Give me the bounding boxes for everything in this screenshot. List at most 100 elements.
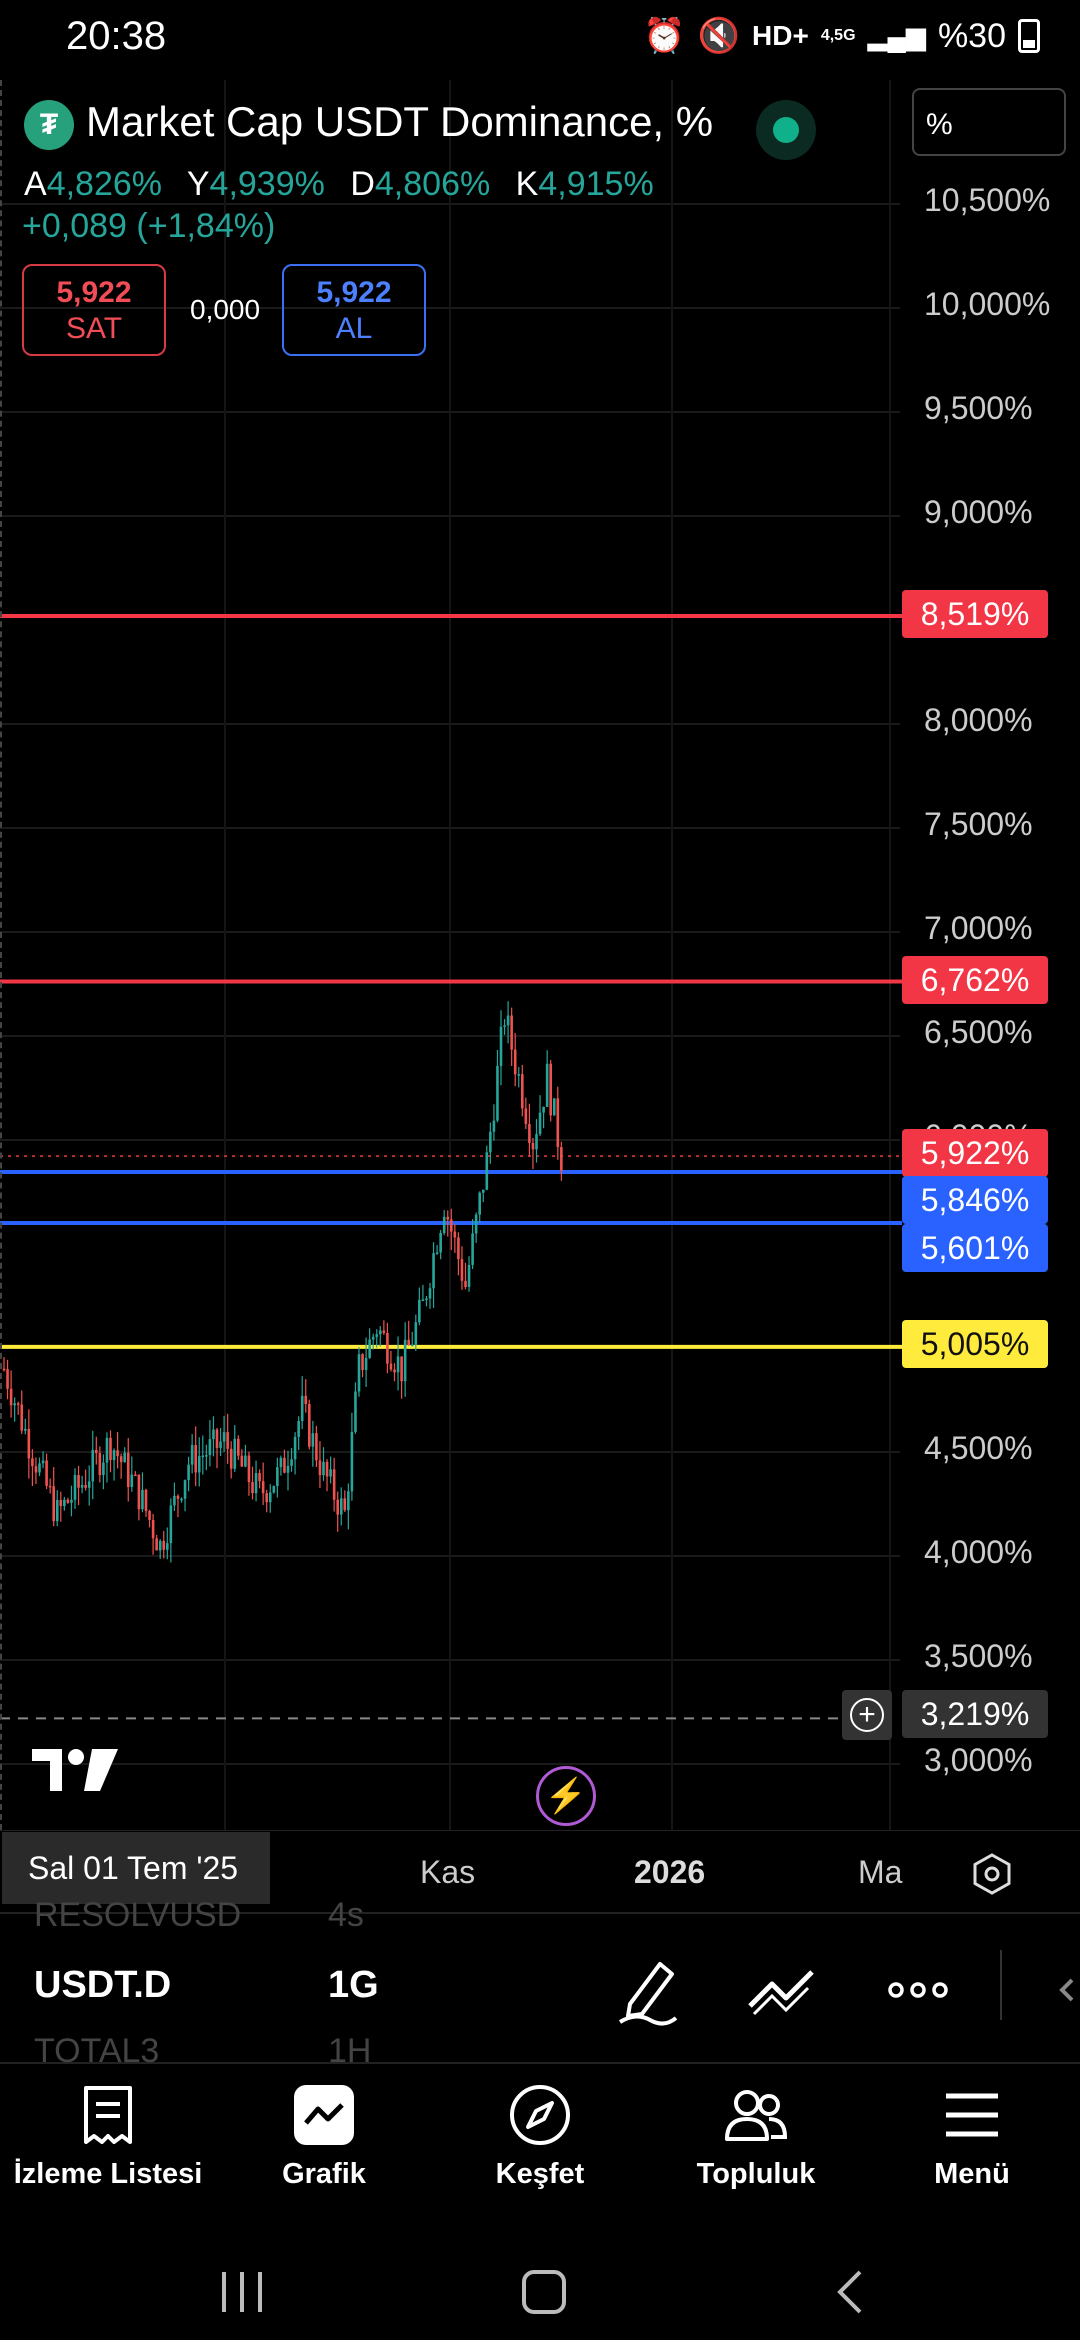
home-icon[interactable] — [522, 2270, 566, 2314]
candle-body — [194, 1445, 197, 1473]
candle-body — [357, 1354, 361, 1392]
current-timeframe[interactable]: 1G — [328, 1964, 379, 2006]
candle — [123, 1447, 126, 1463]
candle-body — [279, 1457, 283, 1468]
candle — [73, 1468, 77, 1509]
collapse-chevron-icon[interactable] — [1050, 1954, 1080, 2026]
nav-label: Keşfet — [495, 2158, 585, 2190]
candle — [499, 1010, 503, 1086]
candle — [130, 1456, 134, 1492]
candle-body — [297, 1421, 300, 1437]
candle-body — [293, 1436, 297, 1460]
candle-body — [244, 1455, 247, 1467]
chart-settings-icon[interactable] — [970, 1852, 1014, 1896]
level-tag-yellow[interactable]: 5,005% — [902, 1320, 1048, 1368]
candle — [219, 1428, 222, 1457]
candle-body — [521, 1074, 524, 1109]
sell-button[interactable]: 5,922 SAT — [22, 264, 166, 356]
candle-body — [403, 1339, 407, 1382]
market-status-icon[interactable] — [756, 100, 816, 160]
candle-body — [116, 1450, 119, 1457]
price-axis-label: 8,000% — [924, 702, 1033, 738]
level-lines — [0, 614, 902, 1720]
candle-body — [45, 1460, 48, 1486]
buy-button[interactable]: 5,922 AL — [282, 264, 426, 356]
candle — [371, 1333, 375, 1350]
time-axis-label: Ma — [858, 1854, 903, 1890]
candle — [403, 1322, 407, 1397]
candle — [98, 1446, 102, 1483]
status-bar: 20:38 ⏰ 🔇 HD+ 4,5G ▂▄▆ %30 — [0, 0, 1080, 80]
candle-body — [389, 1363, 393, 1370]
candle — [560, 1141, 563, 1181]
candle — [513, 1033, 517, 1087]
candle — [226, 1413, 229, 1464]
selected-date-chip: Sal 01 Tem '25 — [2, 1832, 270, 1904]
nav-watchlist[interactable]: İzleme Listesi — [0, 2080, 216, 2191]
candle — [66, 1497, 70, 1504]
level-tag-support-upper[interactable]: 5,846% — [902, 1176, 1048, 1224]
nav-menu[interactable]: Menü — [864, 2080, 1080, 2191]
candle-body — [63, 1499, 66, 1507]
recent-apps-icon[interactable] — [222, 2272, 262, 2312]
candle-body — [13, 1403, 16, 1406]
candle-body — [471, 1233, 474, 1265]
chart-grid — [0, 80, 900, 1830]
close-label: K — [515, 165, 539, 203]
nav-community[interactable]: Topluluk — [648, 2080, 864, 2191]
candle — [552, 1098, 556, 1116]
candle — [247, 1451, 251, 1496]
prev-symbol[interactable]: RESOLVUSD — [34, 1896, 242, 1934]
candle — [201, 1435, 205, 1475]
candle — [446, 1210, 450, 1237]
candle-body — [556, 1098, 560, 1148]
candle — [485, 1145, 489, 1191]
sell-label: SAT — [65, 312, 123, 345]
nav-explore[interactable]: Keşfet — [432, 2080, 648, 2191]
nav-chart[interactable]: Grafik — [216, 2080, 432, 2191]
candle — [329, 1456, 332, 1484]
candle-body — [343, 1498, 347, 1511]
current-symbol[interactable]: USDT.D — [34, 1964, 172, 2006]
scale-toggle[interactable]: % — [912, 88, 1066, 156]
candle — [460, 1246, 464, 1290]
level-tag-resistance[interactable]: 6,762% — [902, 956, 1048, 1004]
candle — [389, 1350, 393, 1372]
candle-body — [474, 1214, 478, 1234]
time-axis-label: Kas — [420, 1854, 476, 1890]
candle — [322, 1447, 325, 1481]
more-options-icon[interactable] — [886, 1954, 950, 2026]
next-symbol[interactable]: TOTAL3 — [34, 2032, 160, 2070]
candle-body — [16, 1403, 20, 1405]
candle — [400, 1356, 403, 1399]
level-tag-resistance-high[interactable]: 8,519% — [902, 590, 1048, 638]
back-icon[interactable] — [837, 2270, 862, 2314]
candle — [311, 1420, 315, 1467]
candle-body — [315, 1433, 318, 1461]
flash-icon[interactable]: ⚡ — [536, 1766, 596, 1826]
candle-body — [290, 1459, 293, 1466]
candle-body — [222, 1432, 226, 1442]
candle — [332, 1457, 336, 1512]
candle-body — [361, 1354, 364, 1371]
symbol-title[interactable]: Market Cap USDT Dominance, % — [86, 98, 714, 145]
candle-body — [215, 1429, 219, 1448]
candle — [524, 1097, 528, 1130]
candle-body — [336, 1499, 339, 1515]
candle-body — [258, 1473, 261, 1482]
candle-body — [158, 1540, 162, 1551]
candle-body — [201, 1455, 205, 1458]
candle-body — [446, 1216, 450, 1220]
candle-body — [478, 1192, 481, 1215]
time-axis[interactable] — [0, 1830, 1080, 1911]
level-tag-support-lower[interactable]: 5,601% — [902, 1224, 1048, 1272]
candle — [545, 1050, 549, 1108]
add-alert-plus-button[interactable]: + — [842, 1690, 892, 1740]
high-label: Y — [186, 165, 210, 203]
candle-body — [545, 1063, 549, 1107]
chart-canvas[interactable] — [0, 0, 1080, 1830]
candle — [481, 1189, 485, 1203]
trend-line-icon[interactable] — [746, 1954, 816, 2026]
drawing-pen-icon[interactable] — [616, 1954, 680, 2026]
candle-body — [542, 1106, 545, 1113]
